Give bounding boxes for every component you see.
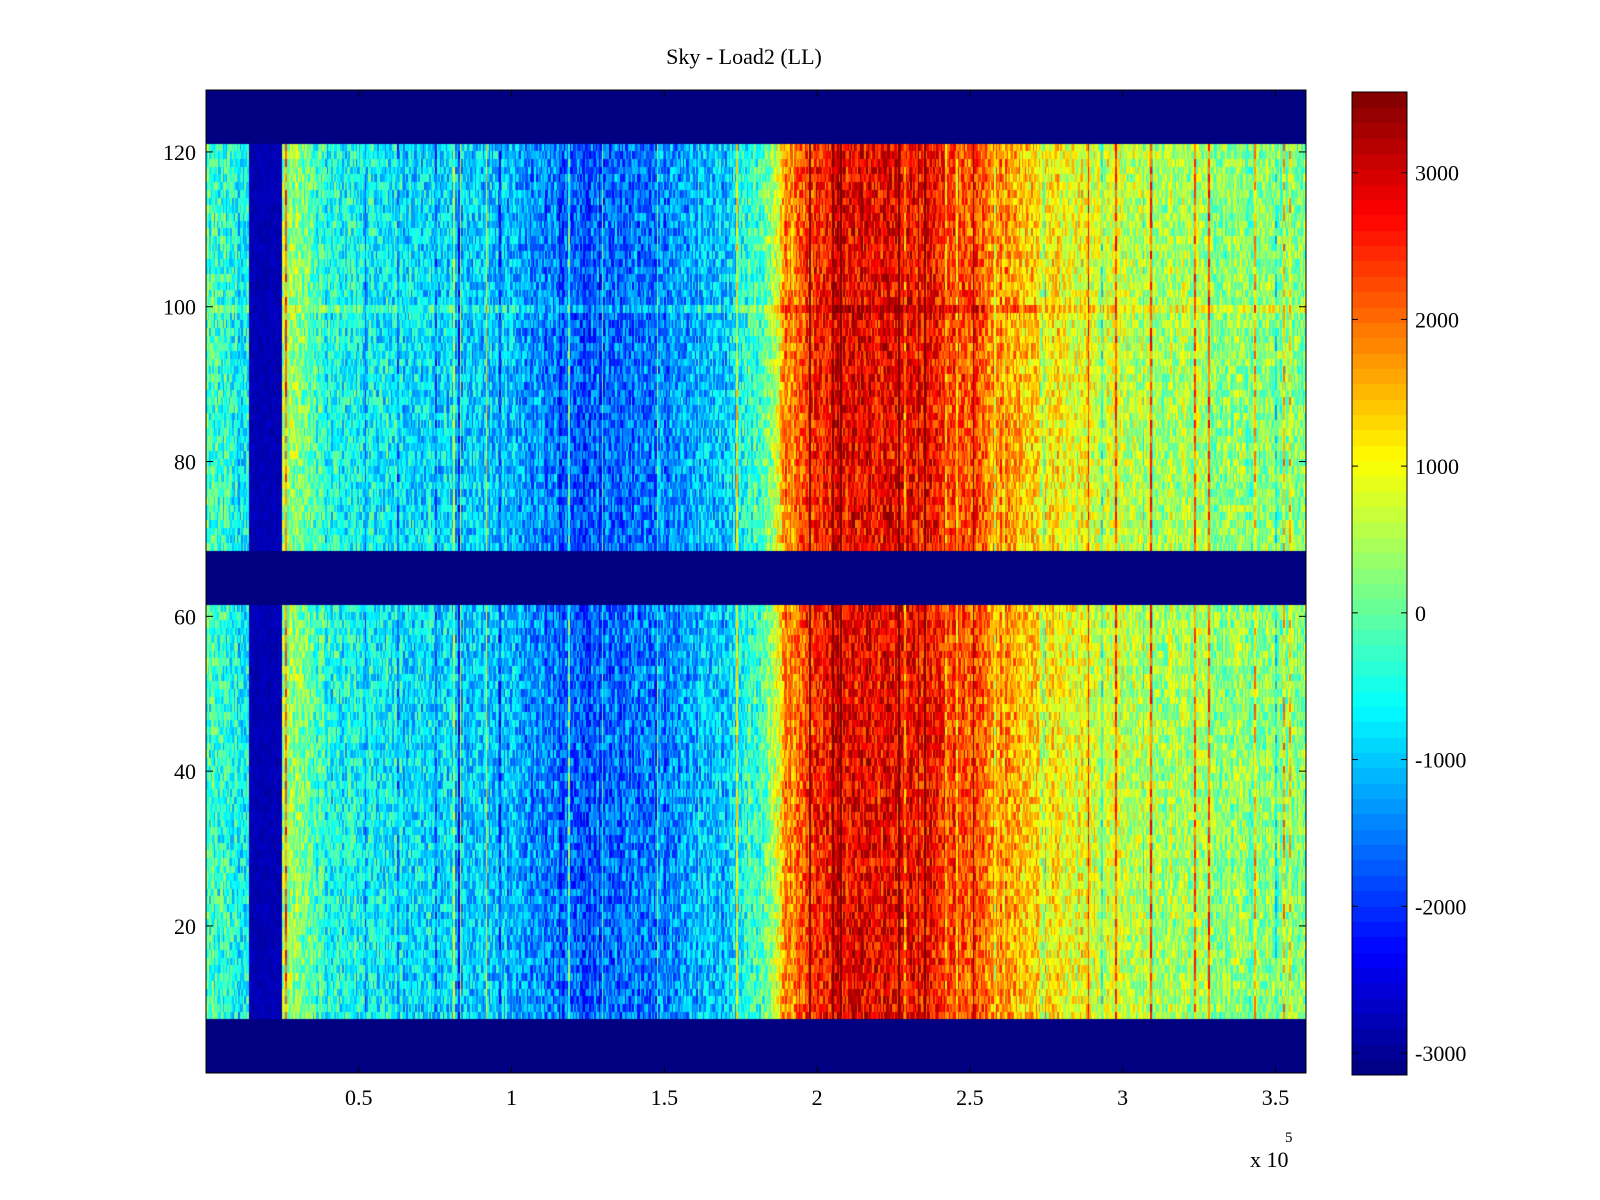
colorbar-tick-label: 0 xyxy=(1415,601,1426,626)
heatmap-image xyxy=(206,90,1306,1073)
y-tick-label: 80 xyxy=(174,450,196,475)
x-axis: 0.5 1 1.5 2 2.5 3 3.5 xyxy=(345,90,1289,1110)
colorbar xyxy=(1351,91,1408,1076)
y-tick-label: 100 xyxy=(163,295,196,320)
x-tick-label: 2.5 xyxy=(956,1085,984,1110)
y-axis: 20 40 60 80 100 120 xyxy=(163,140,1306,939)
x-multiplier-exponent: 5 xyxy=(1285,1130,1293,1146)
colorbar-tick-label: -3000 xyxy=(1415,1041,1466,1066)
colorbar-frame xyxy=(1351,91,1408,1076)
y-tick-label: 20 xyxy=(174,914,196,939)
x-multiplier-label: x 10 xyxy=(1250,1147,1289,1172)
colorbar-tick-label: -2000 xyxy=(1415,894,1466,919)
plot-frame xyxy=(205,89,1307,1074)
y-tick-label: 120 xyxy=(163,140,196,165)
colorbar-tick-label: 2000 xyxy=(1415,307,1459,332)
colorbar-tick-label: -1000 xyxy=(1415,748,1466,773)
heatmap-plot xyxy=(205,89,1307,1074)
y-tick-label: 60 xyxy=(174,604,196,629)
colorbar-axis: -3000 -2000 -1000 0 1000 2000 3000 xyxy=(1352,161,1466,1066)
colorbar-tick-label: 3000 xyxy=(1415,161,1459,186)
y-tick-label: 40 xyxy=(174,759,196,784)
x-tick-label: 1 xyxy=(506,1085,517,1110)
x-tick-label: 0.5 xyxy=(345,1085,373,1110)
chart-title: Sky - Load2 (LL) xyxy=(666,44,822,69)
colorbar-gradient xyxy=(1352,92,1407,1075)
x-tick-label: 1.5 xyxy=(651,1085,679,1110)
x-tick-label: 3 xyxy=(1117,1085,1128,1110)
colorbar-tick-label: 1000 xyxy=(1415,454,1459,479)
x-tick-label: 2 xyxy=(812,1085,823,1110)
x-tick-label: 3.5 xyxy=(1262,1085,1290,1110)
